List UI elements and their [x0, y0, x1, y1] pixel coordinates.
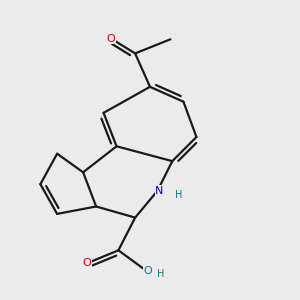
- Text: O: O: [144, 266, 152, 276]
- Text: N: N: [155, 186, 164, 196]
- Text: O: O: [106, 34, 116, 44]
- Text: O: O: [82, 258, 91, 268]
- Text: H: H: [175, 190, 183, 200]
- Text: H: H: [158, 269, 165, 279]
